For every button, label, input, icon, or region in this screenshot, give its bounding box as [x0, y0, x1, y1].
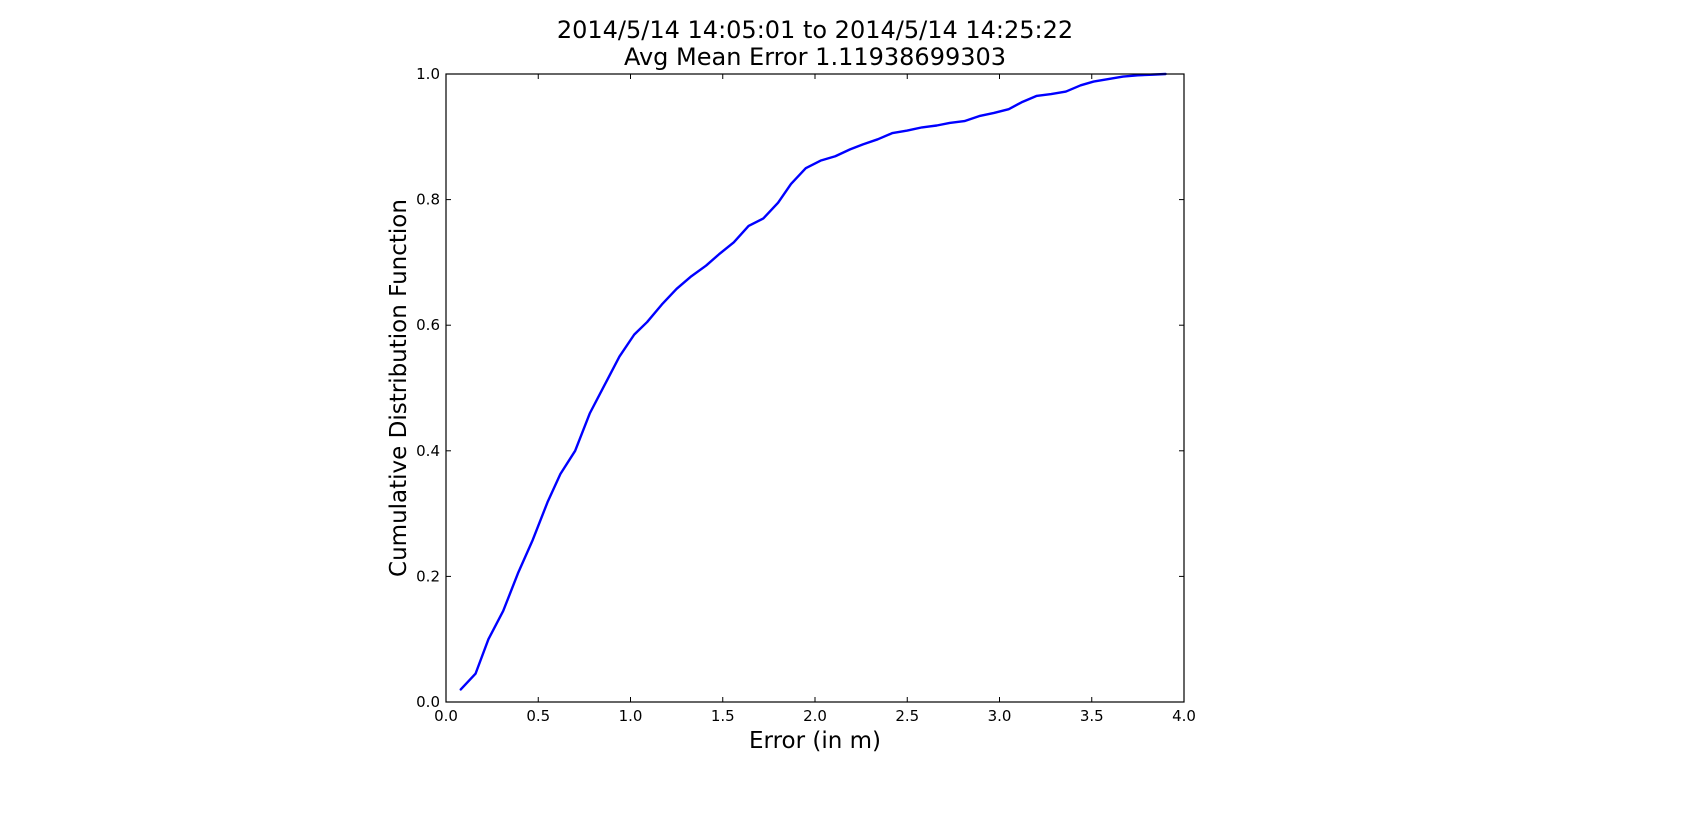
- x-tick-label: 2.5: [895, 707, 919, 725]
- x-tick-label: 1.0: [619, 707, 643, 725]
- x-tick-label: 4.0: [1172, 707, 1196, 725]
- x-tick-label: 2.0: [803, 707, 827, 725]
- plot-frame: [445, 73, 1185, 703]
- plot-area: [446, 74, 1184, 702]
- x-tick-label: 0.5: [526, 707, 550, 725]
- y-tick-label: 0.0: [416, 693, 440, 711]
- cdf-series-line: [459, 72, 1167, 691]
- x-tick-label: 0.0: [434, 707, 458, 725]
- chart-title: 2014/5/14 14:05:01 to 2014/5/14 14:25:22: [557, 16, 1073, 44]
- x-tick-label: 3.5: [1080, 707, 1104, 725]
- x-tick-label: 1.5: [711, 707, 735, 725]
- y-tick-label: 0.8: [416, 191, 440, 209]
- y-tick-label: 0.4: [416, 442, 440, 460]
- chart-subtitle: Avg Mean Error 1.11938699303: [624, 43, 1006, 71]
- y-tick-label: 1.0: [416, 65, 440, 83]
- y-tick-label: 0.2: [416, 567, 440, 585]
- y-axis-label: Cumulative Distribution Function: [386, 199, 412, 577]
- x-tick-label: 3.0: [988, 707, 1012, 725]
- x-axis-label: Error (in m): [749, 728, 881, 754]
- y-tick-label: 0.6: [416, 316, 440, 334]
